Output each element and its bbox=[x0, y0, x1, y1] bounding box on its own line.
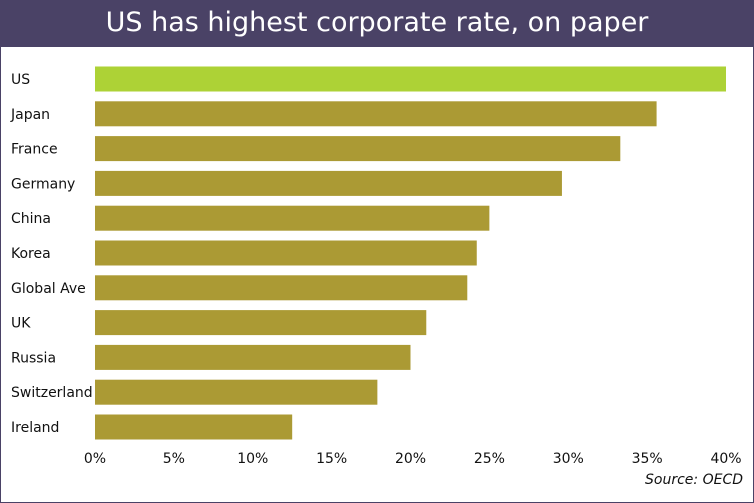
bar-germany bbox=[95, 170, 562, 196]
category-label-us: US bbox=[11, 72, 30, 88]
category-label-korea: Korea bbox=[11, 246, 51, 262]
bar-uk bbox=[95, 310, 427, 336]
category-label-uk: UK bbox=[11, 316, 31, 332]
x-tick-label: 35% bbox=[632, 451, 663, 467]
category-label-japan: Japan bbox=[10, 107, 50, 123]
category-label-china: China bbox=[11, 211, 51, 227]
bar-global-ave bbox=[95, 275, 468, 301]
category-label-france: France bbox=[11, 142, 58, 158]
category-label-global-ave: Global Ave bbox=[11, 281, 86, 297]
x-tick-label: 15% bbox=[316, 451, 347, 467]
category-label-germany: Germany bbox=[11, 176, 75, 192]
bar-france bbox=[95, 136, 621, 162]
source-note: Source: OECD bbox=[645, 472, 743, 488]
chart-title: US has highest corporate rate, on paper bbox=[1, 1, 753, 47]
category-label-ireland: Ireland bbox=[11, 420, 59, 436]
x-tick-label: 0% bbox=[84, 451, 106, 467]
x-tick-label: 25% bbox=[474, 451, 505, 467]
bar-switzerland bbox=[95, 379, 378, 405]
bar-russia bbox=[95, 344, 411, 370]
bar-korea bbox=[95, 240, 477, 266]
x-tick-label: 40% bbox=[710, 451, 741, 467]
bar-us bbox=[95, 66, 726, 92]
bar-japan bbox=[95, 101, 657, 127]
x-tick-label: 20% bbox=[395, 451, 426, 467]
category-label-switzerland: Switzerland bbox=[11, 385, 93, 401]
bar-china bbox=[95, 205, 490, 231]
x-tick-label: 30% bbox=[553, 451, 584, 467]
x-tick-label: 10% bbox=[237, 451, 268, 467]
bar-ireland bbox=[95, 414, 293, 440]
x-tick-label: 5% bbox=[163, 451, 185, 467]
category-label-russia: Russia bbox=[11, 350, 56, 366]
